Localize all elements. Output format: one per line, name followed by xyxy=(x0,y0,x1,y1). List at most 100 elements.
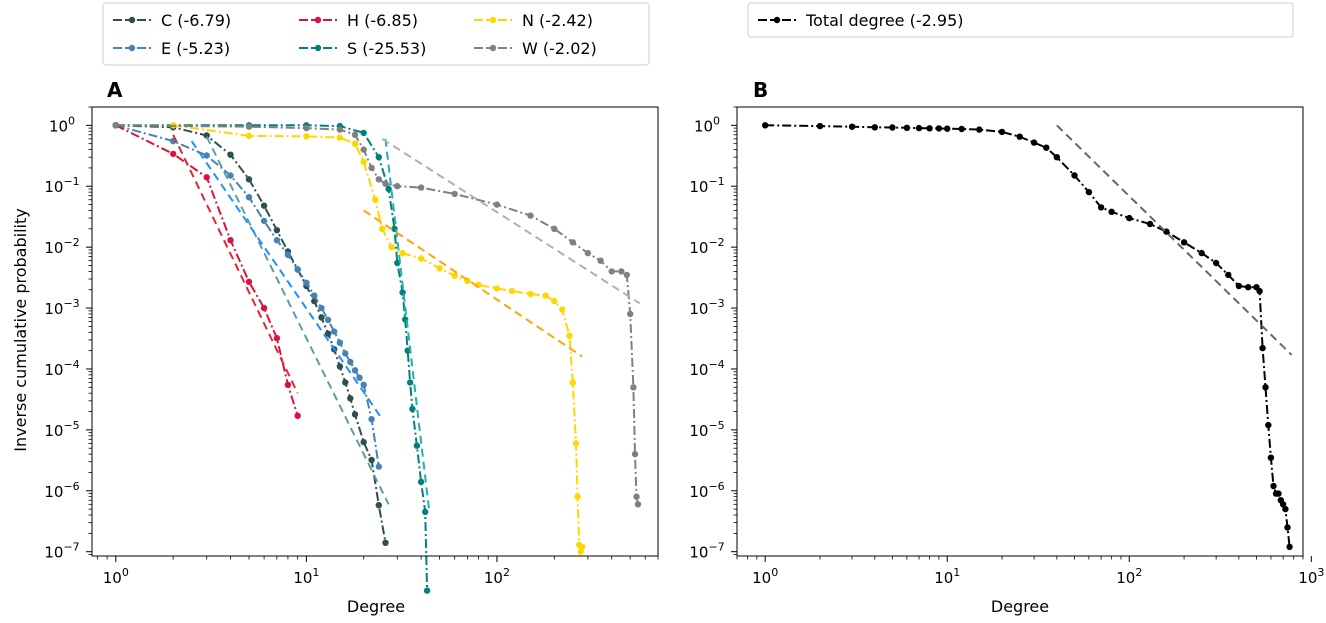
data-point xyxy=(227,151,234,158)
data-point xyxy=(347,395,354,402)
series-line xyxy=(765,124,1291,548)
data-point xyxy=(273,335,281,342)
data-point xyxy=(245,132,253,140)
data-point xyxy=(417,255,425,262)
data-point xyxy=(566,332,573,339)
data-point xyxy=(399,249,406,257)
data-point xyxy=(273,237,281,244)
data-point xyxy=(382,180,389,187)
data-point xyxy=(1043,144,1050,151)
y-tick-label: 10−5 xyxy=(689,419,724,440)
data-point xyxy=(976,126,983,133)
series-line xyxy=(115,124,429,591)
y-tick-label: 10−7 xyxy=(44,541,79,562)
x-tick-label: 100 xyxy=(752,566,778,587)
data-point xyxy=(413,442,421,449)
data-point xyxy=(170,150,177,158)
data-point xyxy=(762,122,769,129)
data-point xyxy=(227,237,234,244)
series-line xyxy=(115,124,387,543)
data-point xyxy=(569,239,576,246)
data-point xyxy=(527,290,534,298)
x-tick-label: 100 xyxy=(103,566,129,587)
data-point xyxy=(284,381,292,388)
data-point xyxy=(331,328,338,335)
x-tick-label: 101 xyxy=(934,566,960,587)
data-point xyxy=(1256,287,1263,295)
data-point xyxy=(356,374,363,381)
data-point xyxy=(1225,271,1232,279)
data-point xyxy=(551,225,558,232)
data-point xyxy=(245,176,253,183)
plot-frame xyxy=(736,106,1304,557)
data-point xyxy=(527,212,534,219)
data-point xyxy=(245,194,253,201)
x-axis-label-b: Degree xyxy=(991,597,1049,616)
data-point xyxy=(1212,259,1220,267)
data-point xyxy=(1284,524,1291,531)
data-point xyxy=(630,384,637,391)
data-point xyxy=(336,134,344,141)
data-point xyxy=(318,304,325,312)
series-line xyxy=(115,124,639,505)
data-point xyxy=(1262,384,1269,391)
data-point xyxy=(351,131,359,138)
legend-b: Total degree (-2.95) xyxy=(758,11,964,30)
y-tick-label: 10−1 xyxy=(689,175,724,196)
data-point xyxy=(903,124,911,131)
data-point xyxy=(508,287,516,295)
legend-box-a xyxy=(102,2,650,66)
data-point xyxy=(926,125,933,132)
data-point xyxy=(623,271,630,279)
data-point xyxy=(451,272,458,279)
data-point xyxy=(399,289,406,296)
data-point xyxy=(935,125,943,132)
legend-a: C (-6.79) E (-5.23) H (-6.85) S (-25.53) N (… xyxy=(113,11,597,58)
data-point xyxy=(388,244,395,251)
y-tick-label: 100 xyxy=(49,114,75,135)
fit-line xyxy=(190,140,384,420)
data-point xyxy=(627,310,634,318)
panel-label-b: B xyxy=(753,78,768,102)
data-point xyxy=(260,304,268,312)
legend-swatch-marker xyxy=(314,44,322,52)
data-point xyxy=(342,350,349,357)
data-point xyxy=(324,316,332,324)
legend-swatch-marker xyxy=(128,16,136,24)
data-point xyxy=(324,330,332,337)
legend-label: H (-6.85) xyxy=(347,11,418,30)
legend-label: W (-2.02) xyxy=(522,39,597,58)
data-point xyxy=(436,265,443,272)
data-point xyxy=(385,185,392,193)
legend-item: N (-2.42) xyxy=(474,11,593,30)
data-point xyxy=(569,379,576,386)
data-point xyxy=(368,416,375,423)
data-point xyxy=(260,217,268,225)
legend-label: N (-2.42) xyxy=(522,11,593,30)
legend-item: H (-6.85) xyxy=(299,11,418,30)
data-point xyxy=(382,539,389,546)
data-point xyxy=(944,125,951,132)
data-point xyxy=(559,306,566,313)
data-point xyxy=(318,314,325,321)
data-point xyxy=(375,176,382,183)
data-point xyxy=(203,132,210,139)
data-point xyxy=(1275,490,1282,497)
data-point xyxy=(260,202,268,209)
series-line xyxy=(173,124,584,556)
legend-swatch-marker xyxy=(489,16,497,24)
data-point xyxy=(422,508,429,516)
data-point xyxy=(227,172,234,179)
data-point xyxy=(618,268,625,275)
legend-item: Total degree (-2.95) xyxy=(758,11,964,30)
x-tick-label: 102 xyxy=(1116,566,1142,587)
legend-label: C (-6.79) xyxy=(161,11,231,30)
data-point xyxy=(1245,284,1252,291)
data-point xyxy=(542,292,549,299)
data-point xyxy=(360,146,367,153)
legend-swatch-marker xyxy=(489,44,497,52)
data-point xyxy=(1282,505,1289,513)
x-tick-label: 102 xyxy=(484,566,510,587)
data-point xyxy=(303,124,310,132)
series-line xyxy=(115,124,299,417)
